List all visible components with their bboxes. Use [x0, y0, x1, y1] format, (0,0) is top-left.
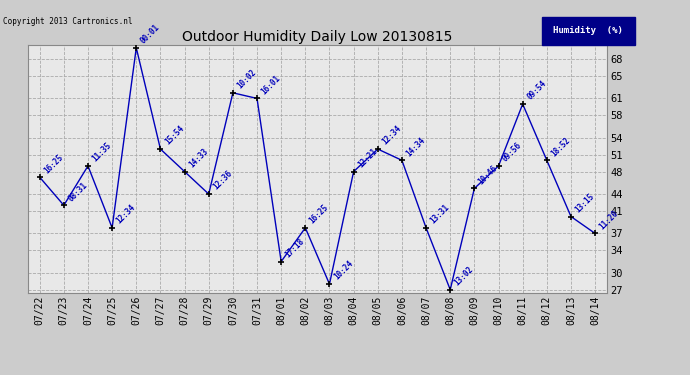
Text: 13:15: 13:15: [573, 192, 596, 214]
Text: 11:35: 11:35: [90, 141, 113, 164]
Text: 08:31: 08:31: [66, 180, 89, 203]
Text: 15:54: 15:54: [163, 124, 186, 147]
Text: 10:24: 10:24: [332, 259, 355, 282]
Text: 17:18: 17:18: [284, 237, 306, 260]
Text: 09:56: 09:56: [501, 141, 524, 164]
Text: 16:25: 16:25: [308, 203, 331, 226]
Text: 00:01: 00:01: [139, 23, 161, 45]
Text: 16:25: 16:25: [42, 152, 65, 175]
Text: 14:34: 14:34: [404, 135, 427, 158]
Text: 18:52: 18:52: [549, 135, 572, 158]
Text: 10:46: 10:46: [477, 164, 500, 186]
Text: 13:02: 13:02: [453, 265, 475, 288]
Text: 11:20: 11:20: [598, 209, 620, 231]
Text: 14:33: 14:33: [187, 147, 210, 170]
Text: 10:02: 10:02: [235, 68, 258, 91]
Title: Outdoor Humidity Daily Low 20130815: Outdoor Humidity Daily Low 20130815: [182, 30, 453, 44]
Text: 12:34: 12:34: [380, 124, 403, 147]
Text: 12:21: 12:21: [356, 147, 379, 170]
Text: 13:31: 13:31: [428, 203, 451, 226]
Text: Humidity  (%): Humidity (%): [553, 26, 623, 36]
Text: 12:34: 12:34: [115, 203, 137, 226]
Text: 12:36: 12:36: [211, 169, 234, 192]
Text: 16:01: 16:01: [259, 74, 282, 96]
Text: Copyright 2013 Cartronics.nl: Copyright 2013 Cartronics.nl: [3, 17, 133, 26]
Text: 09:54: 09:54: [525, 79, 548, 102]
